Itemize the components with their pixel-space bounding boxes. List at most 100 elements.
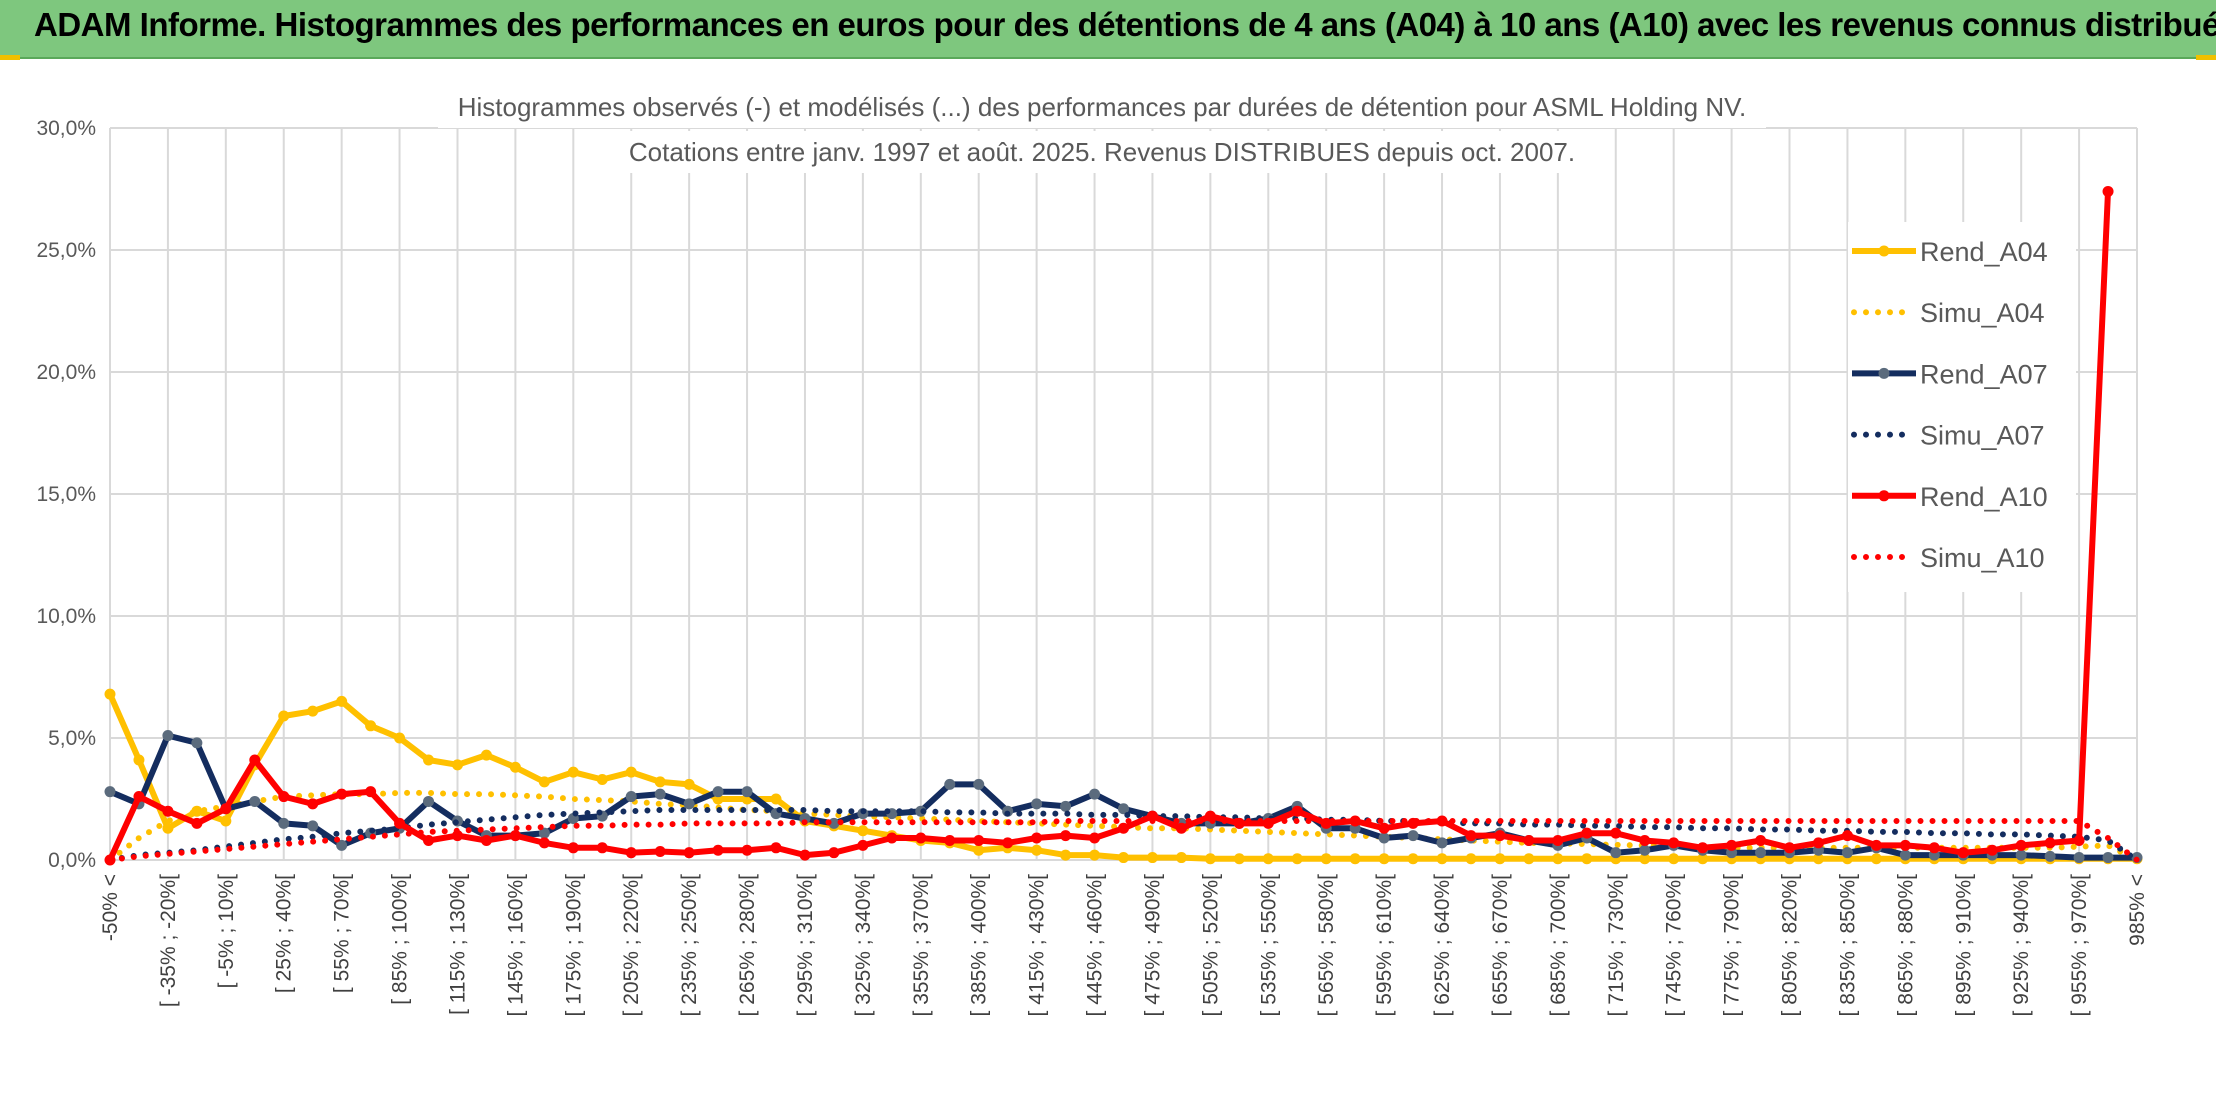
point-Rend_A04 [1204,853,1216,865]
point-Rend_A10 [944,834,956,846]
x-tick-label: [ 235% ; 250%[ [678,874,701,1017]
point-Rend_A10 [741,844,753,856]
point-Rend_A07 [944,778,956,790]
point-Rend_A04 [857,825,869,837]
point-Rend_A04 [1031,844,1043,856]
point-Rend_A10 [1812,837,1824,849]
line-Simu_A07 [107,807,2140,863]
legend-label: Rend_A10 [1920,482,2048,512]
point-Rend_A10 [2102,185,2114,197]
point-Rend_A10 [2073,834,2085,846]
point-Rend_A07 [625,791,637,803]
point-Rend_A10 [625,847,637,859]
x-tick-label: [ 145% ; 160%[ [504,874,527,1017]
point-Rend_A10 [1668,837,1680,849]
point-Rend_A04 [625,766,637,778]
header-banner: ADAM Informe. Histogrammes des performan… [0,0,2216,59]
y-tick-label: 20,0% [36,361,96,384]
point-Rend_A10 [1002,837,1014,849]
point-Rend_A10 [509,830,521,842]
x-tick-label: [ 595% ; 610%[ [1373,874,1396,1017]
x-tick-label: -50% < [99,874,122,941]
x-tick-label: [ 955% ; 970%[ [2068,874,2091,1017]
point-Rend_A04 [307,705,319,717]
x-tick-label: [ 385% ; 400%[ [968,874,991,1017]
point-Rend_A10 [1146,810,1158,822]
point-Rend_A10 [886,832,898,844]
point-Rend_A07 [2044,850,2056,862]
point-Rend_A10 [1581,827,1593,839]
point-Rend_A04 [596,773,608,785]
y-tick-label: 30,0% [36,117,96,140]
point-Rend_A04 [1146,852,1158,864]
series-Rend_A07 [104,730,2143,864]
point-Rend_A10 [1697,842,1709,854]
point-Rend_A04 [1494,853,1506,865]
point-Rend_A04 [1378,853,1390,865]
y-tick-label: 0,0% [48,849,96,872]
point-Rend_A04 [1552,853,1564,865]
point-Rend_A10 [1494,830,1506,842]
point-Rend_A07 [104,786,116,798]
chart-legend: Rend_A04 Simu_A04 Rend_A07 Simu_A07 Rend_A10… [1848,222,2076,592]
point-Rend_A10 [336,788,348,800]
point-Rend_A07 [249,795,261,807]
corner-mark-right [2196,55,2216,60]
point-Rend_A04 [1697,853,1709,865]
point-Rend_A10 [1928,842,1940,854]
page-title: ADAM Informe. Histogrammes des performan… [34,6,2216,43]
point-Rend_A07 [1899,849,1911,861]
point-Rend_A10 [1118,822,1129,834]
chart-subtitle: Cotations entre janv. 1997 et août. 2025… [629,137,1575,167]
point-Rend_A04 [1233,853,1245,865]
legend-label: Simu_A10 [1920,543,2045,573]
point-Rend_A04 [1465,853,1477,865]
point-Rend_A07 [828,817,840,829]
legend-label: Simu_A04 [1920,298,2045,328]
point-Rend_A04 [220,815,232,827]
point-Rend_A10 [1031,832,1043,844]
legend-item-Simu_A07: Simu_A07 [1851,421,2045,451]
point-Rend_A10 [191,817,203,829]
title-backdrop [438,86,1766,128]
series-layer [104,185,2143,866]
point-Rend_A10 [799,849,811,861]
point-Rend_A10 [828,847,840,859]
point-Rend_A10 [1784,842,1796,854]
point-Rend_A07 [538,827,550,839]
y-tick-label: 5,0% [48,727,96,750]
point-Rend_A04 [1320,853,1332,865]
point-Rend_A04 [1581,853,1593,865]
point-Rend_A10 [1523,834,1535,846]
legend-item-Rend_A10: Rend_A10 [1852,482,2048,512]
point-Rend_A10 [1639,834,1651,846]
point-Rend_A04 [654,776,666,788]
point-Rend_A04 [336,695,348,707]
point-Rend_A04 [567,766,579,778]
subtitle-backdrop [620,131,1584,173]
x-tick-label: [ 325% ; 340%[ [852,874,875,1017]
point-Rend_A10 [712,844,724,856]
point-Rend_A07 [423,795,435,807]
series-Rend_A04 [104,688,2143,865]
legend-item-Rend_A04: Rend_A04 [1852,237,2048,267]
point-Rend_A07 [336,839,348,851]
point-Rend_A10 [1726,839,1738,851]
point-Rend_A10 [1755,834,1767,846]
x-axis-ticks: -50% < [ -35% ; -20%[[ -5% ; 10%[[ 25% ; … [99,874,2149,1017]
point-Rend_A10 [973,834,985,846]
point-Rend_A10 [857,839,869,851]
point-Rend_A04 [1175,852,1187,864]
x-tick-label: [ 805% ; 820%[ [1779,874,1802,1017]
corner-mark-left [0,55,20,60]
series-Rend_A10 [104,185,2114,866]
point-Rend_A04 [1436,853,1448,865]
legend-marker [1878,367,1890,379]
legend-label: Rend_A07 [1920,359,2048,389]
point-Rend_A04 [451,759,463,771]
x-tick-label: [ 175% ; 190%[ [562,874,585,1017]
point-Rend_A04 [1349,853,1361,865]
x-tick-label: [ 415% ; 430%[ [1026,874,1049,1017]
x-tick-label: [ 295% ; 310%[ [794,874,817,1017]
point-Rend_A04 [1870,853,1882,865]
